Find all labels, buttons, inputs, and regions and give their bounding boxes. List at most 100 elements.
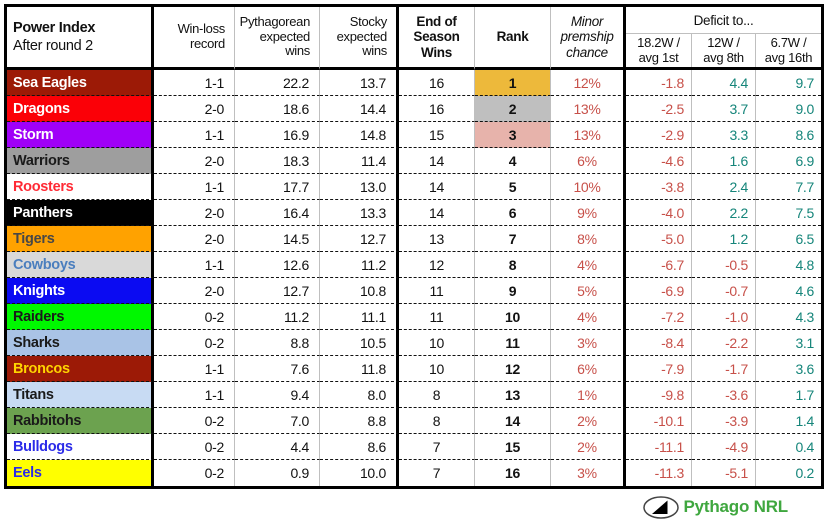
stocky-wins-value: 11.2 [320, 252, 399, 278]
deficit-8th-value: -0.7 [692, 278, 756, 304]
team-name: Broncos [7, 356, 154, 382]
win-loss-value: 1-1 [154, 174, 235, 200]
rank-value: 8 [475, 252, 551, 278]
minor-premship-chance-value: 6% [551, 356, 626, 382]
team-name: Bulldogs [7, 434, 154, 460]
deficit-16th-value: 0.4 [756, 434, 821, 460]
stocky-wins-value: 13.0 [320, 174, 399, 200]
stocky-wins-value: 11.4 [320, 148, 399, 174]
column-header-stocky: Stocky expected wins [320, 7, 399, 70]
team-name: Eels [7, 460, 154, 486]
deficit-16th-value: 9.0 [756, 96, 821, 122]
deficit-8th-value: 2.4 [692, 174, 756, 200]
deficit-16th-value: 6.9 [756, 148, 821, 174]
deficit-1st-value: -2.5 [626, 96, 692, 122]
deficit-1st-value: -9.8 [626, 382, 692, 408]
deficit-1st-value: -3.8 [626, 174, 692, 200]
end-of-season-wins-value: 16 [399, 70, 475, 96]
end-of-season-wins-value: 13 [399, 226, 475, 252]
minor-premship-chance-value: 2% [551, 408, 626, 434]
minor-premship-chance-value: 3% [551, 460, 626, 486]
win-loss-value: 1-1 [154, 382, 235, 408]
stocky-wins-value: 13.3 [320, 200, 399, 226]
team-name: Tigers [7, 226, 154, 252]
deficit-1st-value: -6.7 [626, 252, 692, 278]
deficit-8th-value: -5.1 [692, 460, 756, 486]
pythagorean-wins-value: 7.6 [235, 356, 320, 382]
deficit-8th-value: 1.6 [692, 148, 756, 174]
deficit-16th-value: 9.7 [756, 70, 821, 96]
end-of-season-wins-value: 14 [399, 174, 475, 200]
win-loss-value: 0-2 [154, 408, 235, 434]
minor-premship-chance-value: 12% [551, 70, 626, 96]
minor-premship-chance-value: 2% [551, 434, 626, 460]
column-header-minor-premship: Minor premship chance [551, 7, 626, 70]
deficit-16th-value: 3.6 [756, 356, 821, 382]
win-loss-value: 2-0 [154, 148, 235, 174]
deficit-16th-value: 7.5 [756, 200, 821, 226]
pythagorean-wins-value: 7.0 [235, 408, 320, 434]
team-name: Titans [7, 382, 154, 408]
end-of-season-wins-value: 15 [399, 122, 475, 148]
rank-value: 9 [475, 278, 551, 304]
minor-premship-chance-value: 13% [551, 96, 626, 122]
power-index-table: Power Index After round 2 Win-loss recor… [4, 4, 824, 489]
deficit-16th-value: 0.2 [795, 465, 814, 481]
footer: Pythago NRL [0, 492, 826, 522]
rank-value: 15 [475, 434, 551, 460]
pythagorean-wins-value: 4.4 [235, 434, 320, 460]
deficit-16th-value: 4.6 [756, 278, 821, 304]
rank-value: 3 [475, 122, 551, 148]
rank-value: 1 [475, 70, 551, 96]
minor-premship-chance-value: 4% [551, 252, 626, 278]
pythagorean-wins-value: 12.6 [235, 252, 320, 278]
deficit-1st-value: -6.9 [626, 278, 692, 304]
deficit-1st-value: -7.2 [626, 304, 692, 330]
table-title-main: Power Index [13, 19, 96, 36]
deficit-1st-value: -2.9 [626, 122, 692, 148]
pythago-logo-icon [643, 495, 680, 519]
team-name: Cowboys [7, 252, 154, 278]
table-title: Power Index After round 2 [7, 7, 154, 70]
minor-premship-chance-value: 9% [551, 200, 626, 226]
minor-premship-chance-value: 8% [551, 226, 626, 252]
end-of-season-wins-value: 11 [399, 304, 475, 330]
deficit-8th-value: -0.5 [692, 252, 756, 278]
win-loss-value: 0-2 [154, 330, 235, 356]
team-name: Dragons [7, 96, 154, 122]
stocky-wins-value: 13.7 [320, 70, 399, 96]
pythagorean-wins-value: 17.7 [235, 174, 320, 200]
deficit-1st-value: -1.8 [626, 70, 692, 96]
end-of-season-wins-value: 14 [399, 200, 475, 226]
stocky-wins-value: 8.8 [320, 408, 399, 434]
win-loss-value: 2-0 [154, 96, 235, 122]
rank-value: 7 [475, 226, 551, 252]
column-header-deficit-8th: 12W / avg 8th [692, 34, 756, 67]
team-name: Raiders [7, 304, 154, 330]
deficit-16th-value: 7.7 [756, 174, 821, 200]
deficit-16th-value: 3.1 [756, 330, 821, 356]
pythagorean-wins-value: 12.7 [235, 278, 320, 304]
pythagorean-wins-value: 16.9 [235, 122, 320, 148]
stocky-wins-value: 8.6 [320, 434, 399, 460]
stocky-wins-value: 11.8 [320, 356, 399, 382]
column-group-deficit: Deficit to... 18.2W / avg 1st 12W / avg … [626, 7, 821, 70]
team-name: Roosters [7, 174, 154, 200]
rank-value: 5 [475, 174, 551, 200]
win-loss-value: 2-0 [154, 226, 235, 252]
minor-premship-chance-value: 13% [551, 122, 626, 148]
rank-value: 10 [475, 304, 551, 330]
team-name: Panthers [7, 200, 154, 226]
win-loss-value: 2-0 [154, 278, 235, 304]
pythagorean-wins-value: 0.9 [235, 460, 320, 486]
brand-text: Pythago NRL [683, 497, 788, 516]
deficit-16th-value: 8.6 [756, 122, 821, 148]
team-name: Knights [7, 278, 154, 304]
rank-value: 14 [475, 408, 551, 434]
pythagorean-wins-value: 18.3 [235, 148, 320, 174]
deficit-1st-value: -10.1 [626, 408, 692, 434]
stocky-wins-value: 10.8 [320, 278, 399, 304]
end-of-season-wins-value: 7 [399, 460, 475, 486]
deficit-group-label: Deficit to... [626, 7, 821, 34]
